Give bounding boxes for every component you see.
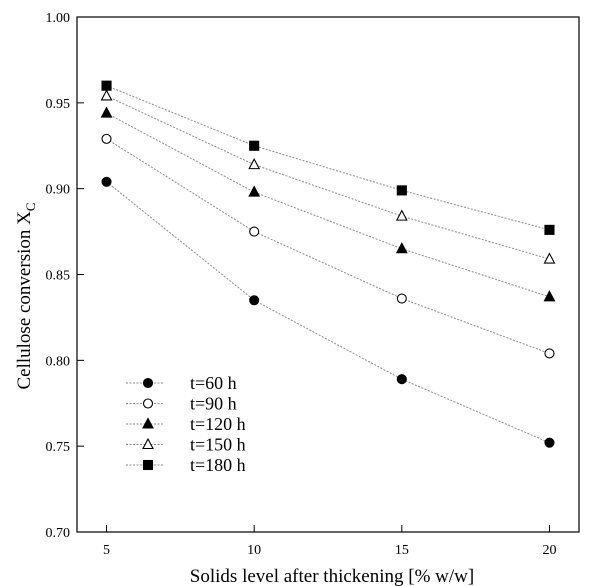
x-tick-label: 10	[247, 543, 261, 558]
legend-item: t=150 h	[126, 435, 246, 455]
data-point	[249, 226, 260, 237]
y-tick-label: 0.80	[46, 354, 71, 369]
data-point	[396, 185, 407, 196]
legend-label: t=120 h	[190, 414, 246, 434]
data-point	[395, 209, 408, 221]
series-line	[106, 95, 550, 260]
y-axis-title: Cellulose conversion XC	[14, 202, 38, 389]
data-point	[396, 374, 407, 385]
y-tick-label: 0.70	[46, 526, 71, 541]
data-point	[248, 157, 261, 170]
legend-item: t=180 h	[126, 455, 246, 475]
data-point	[248, 185, 261, 197]
legend-label: t=150 h	[190, 435, 246, 455]
plot-area-border	[76, 16, 580, 533]
data-point	[395, 242, 408, 254]
series-line	[106, 138, 550, 354]
x-tick-label: 20	[542, 543, 556, 558]
data-point	[543, 252, 556, 264]
legend-label: t=180 h	[190, 455, 246, 475]
legend-label: t=60 h	[190, 373, 237, 393]
legend-marker	[142, 398, 154, 409]
legend-marker	[142, 459, 154, 471]
data-point	[544, 437, 555, 448]
x-axis: 5 10 15 20	[103, 525, 556, 558]
series-5	[101, 80, 555, 235]
series-3	[100, 106, 556, 302]
legend: t=60 ht=90 ht=120 ht=150 ht=180 h	[126, 373, 246, 475]
legend-marker	[142, 377, 154, 389]
data-point	[543, 290, 556, 302]
data-point	[101, 133, 112, 144]
legend-item: t=90 h	[126, 394, 237, 414]
y-tick-label: 0.95	[46, 97, 71, 112]
plot-frame	[76, 16, 580, 533]
series-line	[106, 112, 550, 298]
data-point	[396, 293, 407, 304]
y-tick-label: 0.90	[46, 183, 71, 198]
data-point	[100, 89, 113, 101]
data-point	[101, 80, 112, 91]
data-point	[100, 106, 113, 118]
x-axis-title: Solids level after thickening [% w/w]	[190, 566, 474, 586]
series-1	[101, 176, 555, 448]
series-4	[100, 89, 556, 264]
data-point	[249, 140, 260, 151]
y-tick-label: 0.85	[46, 269, 71, 284]
legend-label: t=90 h	[190, 394, 237, 414]
series-line	[106, 85, 550, 231]
data-point	[544, 224, 555, 235]
x-tick-label: 5	[103, 543, 110, 558]
y-axis: 0.70 0.75 0.80 0.85 0.90 0.95 1.00	[46, 11, 84, 541]
legend-marker	[142, 417, 154, 429]
series-line	[106, 181, 550, 444]
legend-item: t=60 h	[126, 373, 237, 393]
data-point	[101, 176, 112, 187]
x-tick-label: 15	[395, 543, 409, 558]
data-point	[544, 348, 555, 359]
y-tick-label: 1.00	[46, 11, 71, 26]
legend-item: t=120 h	[126, 414, 246, 434]
series-2	[101, 133, 555, 359]
y-axis-title-main: Cellulose conversion X	[14, 211, 35, 390]
y-axis-title-subscript: C	[23, 202, 38, 211]
legend-marker	[142, 437, 154, 450]
y-tick-label: 0.75	[46, 440, 71, 455]
data-point	[249, 295, 260, 306]
series-layer	[100, 80, 556, 448]
